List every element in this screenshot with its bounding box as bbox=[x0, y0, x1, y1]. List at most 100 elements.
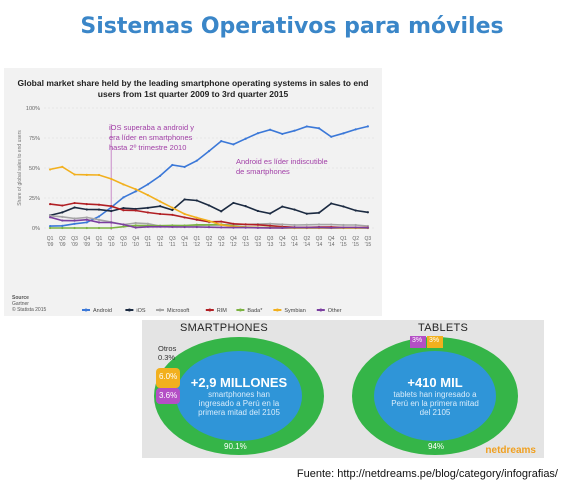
series-line-ios bbox=[49, 198, 369, 217]
data-point bbox=[85, 221, 88, 224]
y-tick-label: 0% bbox=[32, 226, 40, 232]
data-point bbox=[183, 224, 186, 227]
smartphones-donut: +2,9 MILLONES smartphones han ingresado … bbox=[154, 337, 324, 455]
legend-label: RIM bbox=[217, 308, 228, 314]
data-point bbox=[354, 209, 357, 212]
data-point bbox=[366, 211, 369, 214]
data-point bbox=[122, 223, 125, 226]
x-tick-label: Q1'15 bbox=[340, 236, 347, 248]
data-point bbox=[122, 196, 125, 199]
data-point bbox=[195, 216, 198, 219]
windows-segment: 3.6% bbox=[156, 388, 180, 404]
data-point bbox=[354, 226, 357, 229]
data-point bbox=[207, 223, 211, 226]
data-point bbox=[110, 205, 113, 208]
data-point bbox=[171, 163, 174, 167]
netdreams-logo: netdreams bbox=[485, 445, 536, 456]
data-point bbox=[134, 188, 137, 191]
x-tick-label: Q2'15 bbox=[352, 236, 359, 248]
data-point bbox=[342, 226, 345, 229]
data-point bbox=[110, 177, 113, 181]
symbian-segment: 6.0% bbox=[156, 368, 180, 388]
smartphones-body: smartphones han ingresado a Perú en la p… bbox=[198, 390, 280, 417]
x-tick-label: Q2'11 bbox=[157, 236, 164, 248]
data-point bbox=[73, 219, 76, 222]
data-point bbox=[330, 223, 333, 226]
legend-label: Other bbox=[328, 308, 342, 314]
data-point bbox=[146, 206, 149, 209]
data-point bbox=[171, 213, 174, 216]
data-point bbox=[232, 226, 235, 229]
data-point bbox=[256, 226, 259, 229]
data-point bbox=[134, 224, 137, 227]
smartphones-headline: +2,9 MILLONES bbox=[190, 375, 288, 390]
data-point bbox=[97, 218, 101, 221]
data-point bbox=[330, 202, 333, 205]
legend-marker bbox=[84, 308, 88, 312]
data-point bbox=[97, 203, 101, 206]
data-point bbox=[220, 223, 223, 226]
data-point bbox=[281, 226, 284, 229]
data-point bbox=[85, 203, 88, 206]
data-point bbox=[269, 212, 272, 215]
data-point bbox=[61, 226, 64, 230]
data-point bbox=[281, 205, 284, 208]
data-point bbox=[61, 224, 64, 227]
data-point bbox=[330, 226, 333, 229]
slide-title: Sistemas Operativos para móviles bbox=[80, 14, 504, 39]
data-point bbox=[134, 207, 137, 211]
x-tick-label: Q3'11 bbox=[169, 236, 176, 248]
data-point bbox=[122, 225, 125, 228]
data-point bbox=[171, 225, 174, 229]
data-point bbox=[159, 212, 162, 216]
data-point bbox=[73, 173, 76, 176]
data-point bbox=[195, 218, 198, 221]
x-tick-label: Q4'13 bbox=[279, 236, 286, 248]
y-axis-label: Share of global sales to end users bbox=[17, 130, 23, 206]
data-point bbox=[354, 128, 357, 131]
data-point bbox=[232, 222, 235, 225]
data-point bbox=[293, 223, 296, 227]
x-tick-label: Q3'10 bbox=[120, 236, 127, 248]
data-point bbox=[97, 208, 101, 211]
data-point bbox=[97, 226, 101, 230]
data-point bbox=[293, 208, 296, 211]
data-point bbox=[244, 137, 247, 140]
data-point bbox=[49, 226, 52, 230]
data-point bbox=[183, 212, 186, 216]
legend-marker bbox=[127, 308, 131, 312]
data-point bbox=[269, 128, 272, 131]
data-point bbox=[61, 165, 64, 168]
data-point bbox=[342, 205, 345, 208]
x-tick-label: Q1'09 bbox=[47, 236, 54, 248]
x-tick-label: Q2'12 bbox=[206, 236, 213, 248]
data-point bbox=[171, 224, 174, 227]
data-point bbox=[97, 221, 101, 224]
legend-marker bbox=[275, 308, 279, 312]
legend-label: iOS bbox=[136, 308, 146, 314]
data-point bbox=[85, 216, 88, 219]
x-tick-label: Q3'14 bbox=[316, 236, 323, 248]
data-point bbox=[49, 203, 52, 206]
data-point bbox=[293, 129, 296, 132]
data-point bbox=[85, 208, 88, 211]
x-tick-label: Q2'14 bbox=[303, 236, 310, 248]
data-point bbox=[244, 205, 247, 208]
tablets-donut: +410 MIL tablets han ingresado a Perú en… bbox=[352, 337, 518, 455]
data-point bbox=[49, 224, 52, 228]
y-tick-label: 75% bbox=[29, 136, 40, 142]
x-tick-label: Q3'15 bbox=[365, 236, 372, 248]
data-point bbox=[220, 226, 223, 229]
data-point bbox=[207, 149, 211, 153]
data-point bbox=[49, 168, 52, 171]
data-point bbox=[269, 222, 272, 225]
tablets-title: TABLETS bbox=[418, 322, 469, 334]
data-point bbox=[317, 226, 321, 229]
annotation-android: Android es líder indiscutible de smartpho… bbox=[236, 157, 328, 176]
data-point bbox=[256, 209, 259, 213]
legend-marker bbox=[208, 308, 212, 312]
data-point bbox=[122, 206, 125, 210]
data-point bbox=[305, 223, 308, 226]
data-point bbox=[269, 224, 272, 227]
data-point bbox=[110, 209, 113, 213]
